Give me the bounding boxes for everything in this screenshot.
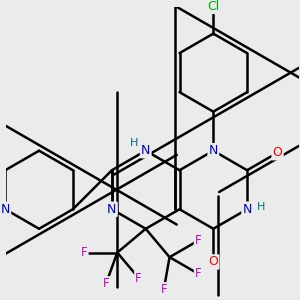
- Text: N: N: [242, 203, 252, 216]
- Text: H: H: [130, 138, 138, 148]
- Text: F: F: [195, 234, 202, 247]
- Text: N: N: [141, 144, 150, 157]
- Text: N: N: [1, 203, 10, 216]
- Text: F: F: [81, 246, 87, 259]
- Text: F: F: [135, 272, 142, 284]
- Text: O: O: [208, 255, 218, 268]
- Text: Cl: Cl: [207, 0, 219, 13]
- Text: O: O: [273, 146, 283, 159]
- Text: H: H: [256, 202, 265, 212]
- Text: N: N: [107, 203, 117, 216]
- Text: F: F: [103, 277, 109, 290]
- Text: F: F: [160, 283, 167, 296]
- Text: N: N: [208, 144, 218, 157]
- Text: F: F: [195, 267, 202, 280]
